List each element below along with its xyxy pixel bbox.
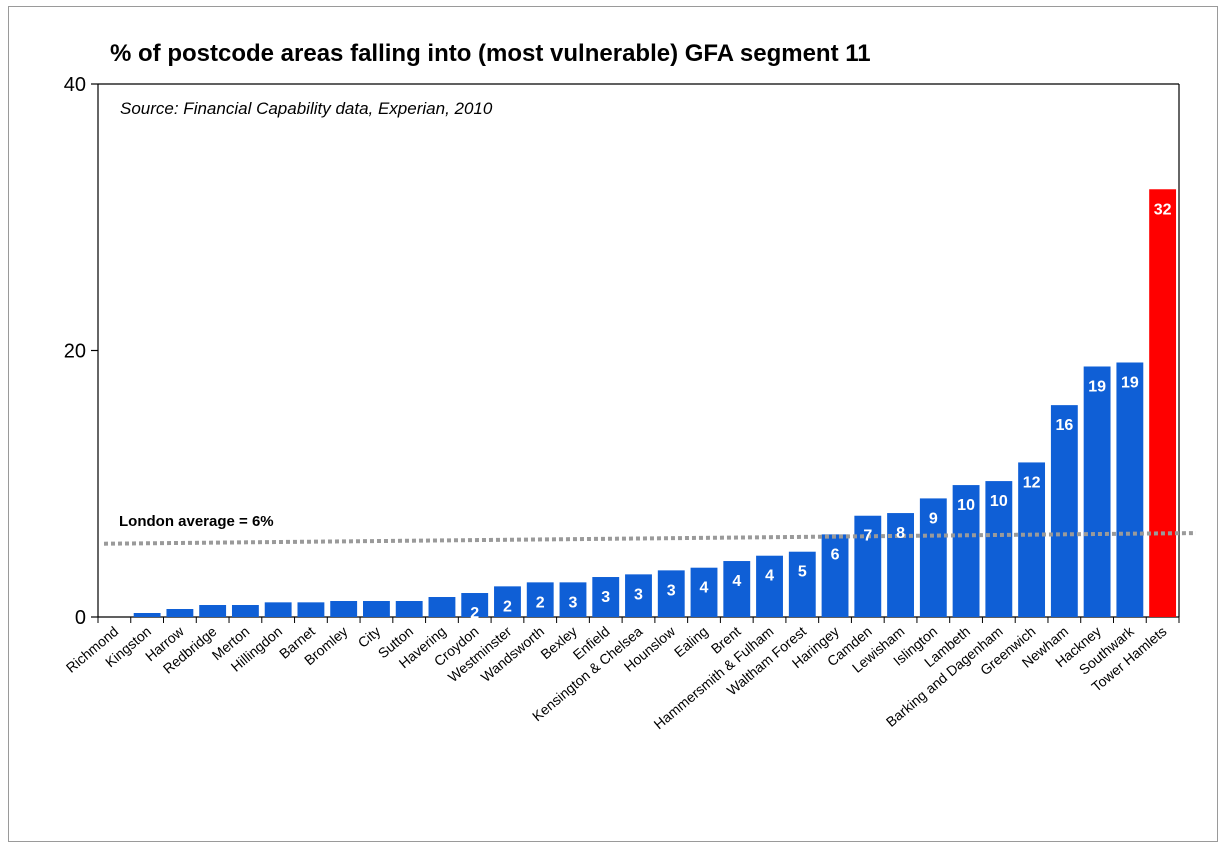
bar <box>1018 462 1046 617</box>
bars <box>133 189 1177 617</box>
bar <box>526 582 554 617</box>
data-label: 3 <box>569 594 578 611</box>
y-tick-label: 0 <box>75 607 86 629</box>
data-label: 10 <box>990 493 1008 510</box>
bar <box>231 605 259 617</box>
data-label: 5 <box>798 564 807 581</box>
bar <box>297 602 325 617</box>
data-label: 19 <box>1088 378 1106 395</box>
bar <box>494 586 521 617</box>
labels: RichmondKingstonHarrowRedbridgeMertonHil… <box>63 201 1172 732</box>
data-label: 3 <box>667 582 676 599</box>
bar <box>723 561 751 617</box>
data-label: 2 <box>503 598 512 615</box>
data-label: 9 <box>929 510 938 527</box>
chart-title: % of postcode areas falling into (most v… <box>110 40 871 67</box>
london-average-line <box>103 531 1197 546</box>
data-label: 6 <box>831 546 840 563</box>
bar <box>166 609 194 617</box>
category-label: Ealing <box>671 623 711 660</box>
y-tick-label: 20 <box>64 341 86 363</box>
data-label: 16 <box>1055 417 1073 434</box>
bar <box>887 513 914 617</box>
bar <box>330 601 358 617</box>
data-label: 2 <box>470 605 479 622</box>
bar <box>363 601 390 617</box>
data-label: 32 <box>1154 201 1172 218</box>
chart-frame <box>8 6 1218 842</box>
bar <box>756 555 783 617</box>
bar <box>559 582 587 617</box>
data-label: 8 <box>896 525 905 542</box>
reference-line-label: London average = 6% <box>119 513 274 530</box>
data-label: 19 <box>1121 374 1139 391</box>
bar <box>133 613 161 617</box>
y-tick-label: 40 <box>64 74 86 96</box>
data-label: 2 <box>536 594 545 611</box>
bar <box>657 570 685 617</box>
bar <box>821 534 849 617</box>
data-label: 7 <box>863 528 872 545</box>
bar <box>952 485 980 617</box>
bar <box>1116 362 1144 617</box>
bar <box>1050 405 1078 617</box>
bar <box>854 515 882 617</box>
data-label: 4 <box>700 580 709 597</box>
bar <box>395 601 423 617</box>
bar <box>264 602 292 617</box>
data-label: 10 <box>957 497 975 514</box>
reference-line-group <box>103 531 1197 546</box>
bar <box>428 597 456 617</box>
bar <box>461 593 489 617</box>
bar <box>1083 366 1111 617</box>
bar <box>592 577 620 617</box>
bar <box>788 551 816 617</box>
data-label: 4 <box>765 568 774 585</box>
bar <box>1149 189 1177 617</box>
bar <box>985 481 1013 617</box>
data-label: 12 <box>1023 474 1041 491</box>
data-label: 3 <box>601 589 610 606</box>
bar <box>919 498 947 617</box>
chart-subtitle: Source: Financial Capability data, Exper… <box>120 99 493 118</box>
data-label: 3 <box>634 586 643 603</box>
bar <box>625 574 652 617</box>
bar <box>199 605 227 617</box>
bar <box>690 567 718 617</box>
data-label: 4 <box>732 573 741 590</box>
